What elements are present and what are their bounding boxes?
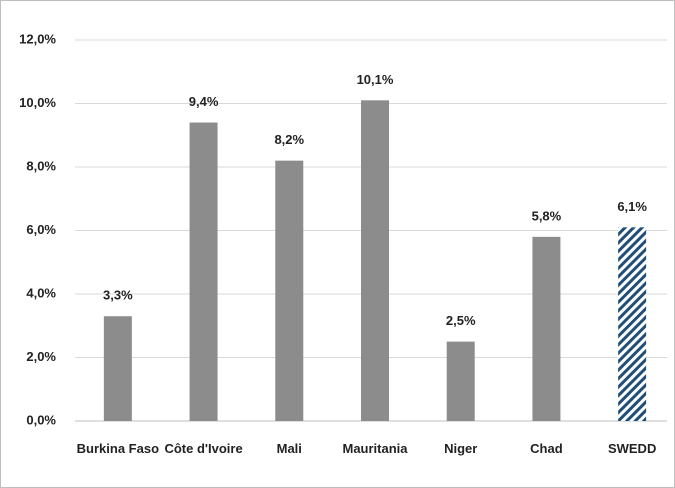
- y-tick-label: 10,0%: [19, 95, 56, 110]
- value-label: 6,1%: [617, 199, 647, 214]
- value-label: 5,8%: [532, 208, 562, 223]
- value-label: 10,1%: [357, 72, 394, 87]
- x-tick-label: Niger: [444, 441, 478, 456]
- y-tick-label: 2,0%: [26, 349, 56, 364]
- bar: [275, 160, 304, 421]
- bar: [618, 227, 647, 421]
- value-label: 9,4%: [189, 94, 219, 109]
- x-tick-label: Chad: [530, 441, 563, 456]
- y-tick-label: 6,0%: [26, 222, 56, 237]
- y-tick-label: 8,0%: [26, 158, 56, 173]
- bar: [532, 236, 561, 421]
- y-tick-label: 12,0%: [19, 31, 56, 46]
- bar: [361, 100, 389, 421]
- x-tick-label: Burkina Faso: [76, 441, 160, 456]
- value-label: 2,5%: [446, 313, 476, 328]
- y-tick-label: 0,0%: [26, 412, 56, 427]
- bar: [103, 316, 132, 421]
- value-label: 3,3%: [103, 288, 133, 303]
- x-tick-label: Mali: [276, 441, 302, 456]
- x-tick-label: Côte d'Ivoire: [164, 441, 243, 456]
- value-label: 8,2%: [274, 132, 304, 147]
- bar: [189, 122, 218, 422]
- y-tick-label: 4,0%: [26, 285, 56, 300]
- bar: [446, 341, 475, 421]
- x-tick-label: SWEDD: [607, 441, 657, 456]
- x-tick-label: Mauritania: [342, 441, 408, 456]
